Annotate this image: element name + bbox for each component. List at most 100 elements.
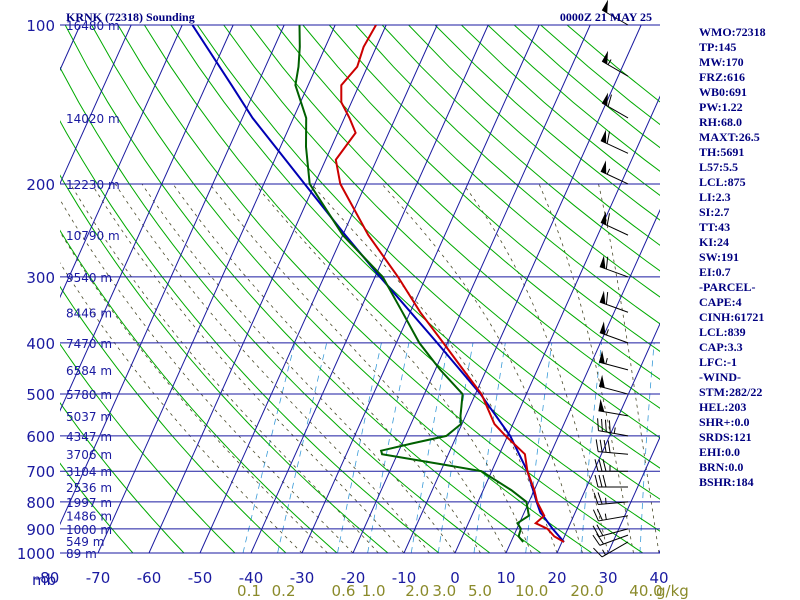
pressure-label-500: 500 (26, 386, 55, 404)
index-5: PW:1.22 (699, 100, 743, 114)
temp-label-30: 30 (598, 569, 617, 587)
isotherm-0 (454, 95, 660, 553)
wind-barb-800 (593, 492, 629, 505)
temp-label--80: -80 (35, 569, 60, 587)
height-label-250: 10790 m (66, 229, 120, 243)
barb-flag (595, 439, 599, 452)
isobars (60, 24, 660, 554)
barb-flag (592, 525, 600, 537)
barb-flag (608, 420, 611, 433)
index-4: WB0:691 (699, 85, 747, 99)
barb-staff (598, 528, 629, 538)
temp-label--10: -10 (392, 569, 417, 587)
temp-label--40: -40 (239, 569, 264, 587)
wind-barb-100 (601, 0, 629, 26)
wind-barbs (592, 0, 629, 558)
pressure-label-100: 100 (26, 17, 55, 35)
index-13: TT:43 (699, 220, 730, 234)
dry-adiabat-250 (60, 229, 338, 553)
pressure-unit: mb (32, 571, 56, 589)
isotherm--110 (60, 25, 132, 185)
wind-barb-953 (593, 541, 629, 558)
wind-barb-300 (599, 255, 629, 278)
index-23: -WIND- (699, 370, 741, 384)
barb-flag (594, 474, 599, 488)
wind-barb-500 (598, 374, 629, 395)
dry-adiabat-290 (64, 25, 542, 553)
mixing-ratio-label-9: 40.0 (629, 582, 662, 600)
index-17: -PARCEL- (699, 280, 755, 294)
barb-half-flag (606, 168, 611, 175)
temp-label-10: 10 (496, 569, 515, 587)
isotherm--30 (301, 25, 540, 553)
barb-half-flag (607, 59, 612, 65)
index-26: SHR+:0.0 (699, 415, 750, 429)
index-9: L57:5.5 (699, 160, 738, 174)
temp-label-40: 40 (649, 569, 668, 587)
wind-barb-125 (601, 50, 629, 77)
barb-flag (592, 509, 599, 522)
barb-flag (597, 418, 599, 431)
wind-barb-600 (597, 418, 629, 437)
barb-flag (594, 459, 599, 472)
index-21: CAP:3.3 (699, 340, 743, 354)
index-14: KI:24 (699, 235, 729, 249)
barb-flag (596, 508, 603, 521)
sounding-indices: WMO:72318TP:145MW:170FRZ:616WB0:691PW:1.… (699, 25, 766, 489)
chart-title: KRNK (72318) Sounding (66, 10, 195, 24)
barb-flag (597, 492, 603, 505)
barb-flag (603, 440, 607, 453)
dry-adiabat-240 (60, 285, 287, 553)
barb-pennant (599, 350, 605, 364)
pressure-label-1000: 1000 (17, 545, 55, 563)
mixing-ratio-label-1: 0.2 (272, 582, 296, 600)
index-11: LI:2.3 (699, 190, 731, 204)
barb-staff (598, 385, 629, 395)
height-label-500: 5780 m (66, 388, 112, 402)
mixing-ratio-label-7: 10.0 (515, 582, 548, 600)
dry-adiabat-210 (60, 462, 134, 553)
height-label-550: 5037 m (66, 410, 112, 424)
barb-flag (606, 213, 610, 226)
height-label-200: 12230 m (66, 178, 120, 192)
height-label-400: 7470 m (66, 337, 112, 351)
height-label-850: 1486 m (66, 510, 112, 524)
mixing-ratio-labels: 0.1 0.2 0.6 1.0 2.0 3.0 5.0 10.0 20.0 40.0 (237, 582, 663, 600)
wind-barb-400 (599, 321, 629, 344)
pressure-label-900: 900 (26, 521, 55, 539)
index-10: LCL:875 (699, 175, 746, 189)
barb-pennant (602, 92, 609, 106)
pressure-label-600: 600 (26, 428, 55, 446)
barb-half-flag (613, 427, 616, 434)
barb-flag (596, 524, 604, 536)
temperature-trace (334, 25, 565, 543)
dry-adiabat-280 (60, 66, 491, 553)
barb-staff (598, 361, 629, 371)
barb-flag (604, 419, 607, 433)
index-2: MW:170 (699, 55, 744, 69)
barb-half-flag (604, 513, 607, 520)
wind-barb-175 (600, 129, 629, 154)
dewpoint-trace (294, 25, 531, 543)
mixing-ratio-label-3: 1.0 (362, 582, 386, 600)
height-label-300: 9540 m (66, 271, 112, 285)
pressure-label-800: 800 (26, 494, 55, 512)
dry-adiabat-350 (223, 25, 660, 439)
height-label-450: 6584 m (66, 364, 112, 378)
index-22: LFC:-1 (699, 355, 737, 369)
barb-flag (593, 492, 599, 505)
pressure-label-400: 400 (26, 335, 55, 353)
barb-staff (598, 451, 629, 455)
barb-pennant (600, 160, 607, 174)
dry-adiabat-320 (143, 25, 660, 532)
barb-pennant (602, 50, 609, 65)
dry-adiabats (60, 25, 660, 553)
moist-adiabat-10 (209, 183, 507, 553)
barb-pennant (599, 374, 605, 388)
barb-flag (605, 256, 609, 270)
dry-adiabat-410 (381, 25, 660, 272)
wind-barb-900 (592, 524, 629, 538)
temp-label--70: -70 (86, 569, 111, 587)
dry-adiabat-380 (302, 25, 660, 352)
